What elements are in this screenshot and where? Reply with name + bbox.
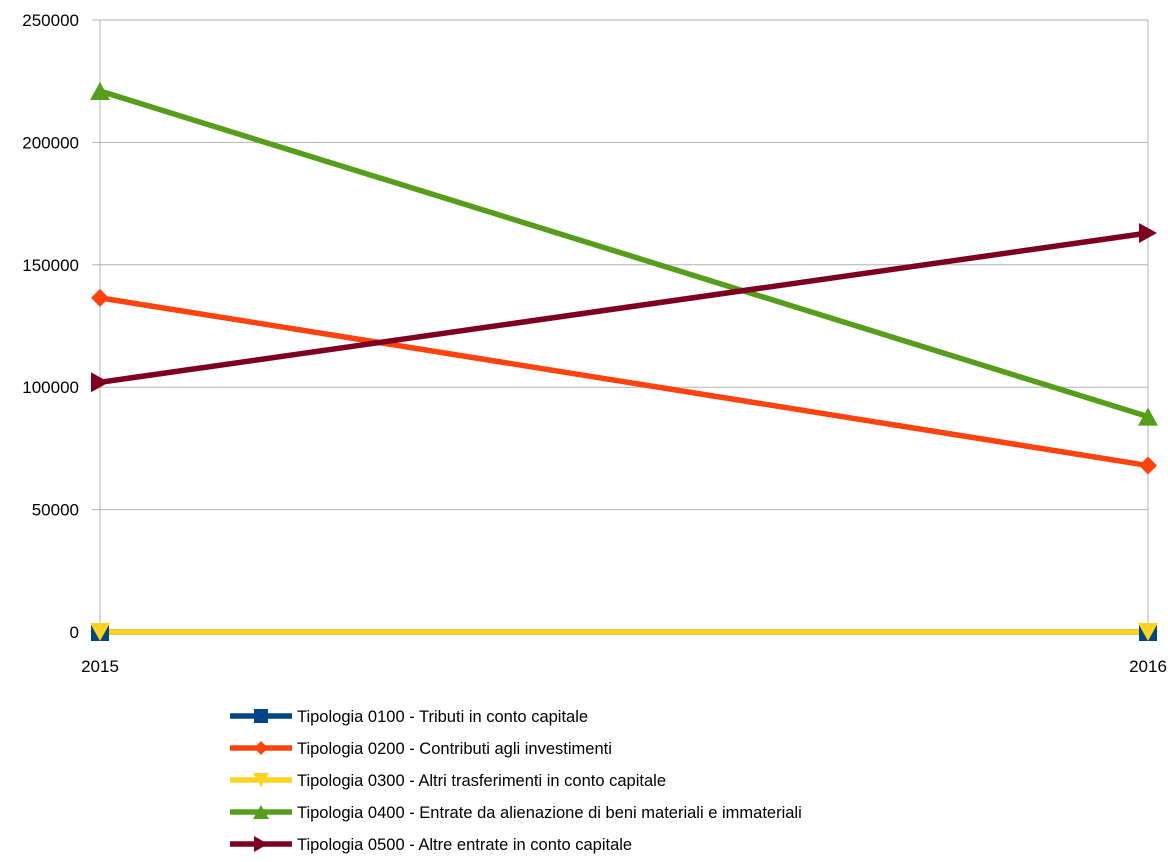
axes	[99, 20, 1149, 640]
legend-marker	[254, 709, 268, 723]
legend-label: Tipologia 0400 - Entrate da alienazione …	[297, 804, 802, 822]
y-tick-label: 50000	[32, 501, 79, 520]
y-tick-label: 150000	[22, 256, 79, 275]
data-point-2-0	[90, 623, 110, 641]
data-point-4-1	[1139, 222, 1157, 243]
data-point-3-0	[90, 81, 110, 100]
legend-item: Tipologia 0400 - Entrate da alienazione …	[230, 804, 802, 822]
legend: Tipologia 0100 - Tributi in conto capita…	[230, 708, 802, 854]
legend-label: Tipologia 0200 - Contributi agli investi…	[297, 740, 612, 758]
y-tick-label: 100000	[22, 378, 79, 397]
data-point-3-1	[1138, 407, 1158, 426]
legend-marker	[254, 741, 268, 755]
legend-item: Tipologia 0500 - Altre entrate in conto …	[230, 836, 632, 854]
legend-label: Tipologia 0500 - Altre entrate in conto …	[297, 836, 632, 854]
data-point-1-0	[91, 288, 109, 307]
series-line-1	[99, 295, 1149, 469]
legend-marker	[253, 805, 269, 819]
x-tick-label: 2016	[1129, 657, 1167, 676]
data-point-1-1	[1139, 456, 1157, 475]
y-axis-ticks: 0 50000 100000 150000 200000 250000	[22, 11, 79, 642]
legend-label: Tipologia 0100 - Tributi in conto capita…	[297, 708, 588, 726]
series-line-4	[99, 230, 1149, 386]
legend-item: Tipologia 0200 - Contributi agli investi…	[230, 740, 612, 758]
data-point-4-0	[91, 372, 109, 393]
x-axis-ticks: 2015 2016	[81, 657, 1167, 676]
gridlines	[92, 19, 1148, 633]
data-point-2-1	[1138, 623, 1158, 641]
series-line-3	[99, 88, 1149, 420]
y-tick-label: 0	[70, 623, 79, 642]
y-tick-label: 200000	[22, 133, 79, 152]
legend-marker	[254, 836, 268, 852]
legend-item: Tipologia 0300 - Altri trasferimenti in …	[230, 772, 666, 790]
series-group	[90, 81, 1158, 641]
legend-marker	[253, 773, 269, 787]
legend-item: Tipologia 0100 - Tributi in conto capita…	[230, 708, 588, 726]
x-tick-label: 2015	[81, 657, 119, 676]
legend-label: Tipologia 0300 - Altri trasferimenti in …	[297, 772, 666, 790]
y-tick-label: 250000	[22, 11, 79, 30]
